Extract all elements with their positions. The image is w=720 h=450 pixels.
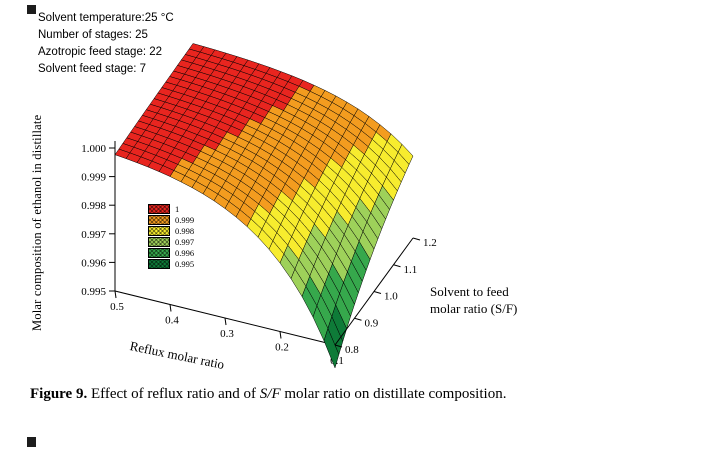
x-tick-label: 0.4 bbox=[165, 315, 179, 327]
legend-label: 0.998 bbox=[175, 225, 195, 236]
legend-color-swatch bbox=[148, 204, 170, 214]
plot-annotations: Solvent temperature:25 °C Number of stag… bbox=[38, 10, 174, 78]
legend-item: 0.996 bbox=[148, 248, 194, 258]
y-tick-label: 0.8 bbox=[345, 344, 359, 356]
legend-item: 0.995 bbox=[148, 259, 194, 269]
annotation-line: Azotropic feed stage: 22 bbox=[38, 46, 163, 58]
y-axis-title-line2: molar ratio (S/F) bbox=[430, 301, 518, 316]
legend-color-swatch bbox=[148, 215, 170, 225]
legend-label: 1 bbox=[175, 203, 180, 214]
annotation-line: Number of stages: 25 bbox=[38, 29, 148, 41]
y-tick-label: 1.0 bbox=[384, 291, 398, 303]
y-tick-label: 1.1 bbox=[404, 264, 418, 276]
legend-item: 0.997 bbox=[148, 237, 194, 247]
caption-text-after: molar ratio on distillate composition. bbox=[280, 386, 507, 402]
legend: 1 0.999 0.998 0.997 0.996 0.995 bbox=[148, 204, 194, 270]
legend-color-swatch bbox=[148, 248, 170, 258]
figure-caption: Figure 9. Effect of reflux ratio and of … bbox=[30, 384, 520, 406]
page-edge-mark-top bbox=[27, 5, 36, 14]
x-tick-label: 0.2 bbox=[275, 342, 289, 354]
x-tick-label: 0.5 bbox=[110, 301, 124, 313]
annotation-line: Solvent temperature:25 °C bbox=[38, 12, 174, 24]
legend-item: 0.999 bbox=[148, 215, 194, 225]
legend-color-swatch bbox=[148, 237, 170, 247]
z-tick-label: 0.995 bbox=[81, 286, 106, 298]
legend-item: 0.998 bbox=[148, 226, 194, 236]
z-tick-label: 1.000 bbox=[81, 143, 106, 155]
x-tick-label: 0.3 bbox=[220, 328, 234, 340]
legend-label: 0.996 bbox=[175, 247, 195, 258]
legend-color-swatch bbox=[148, 226, 170, 236]
y-tick-label: 0.9 bbox=[365, 317, 379, 329]
y-axis-title: Solvent to feed molar ratio (S/F) bbox=[430, 283, 517, 317]
legend-label: 0.995 bbox=[175, 258, 195, 269]
caption-sf-italic: S/F bbox=[259, 386, 281, 402]
caption-text-before: Effect of reflux ratio and of bbox=[87, 386, 260, 402]
y-axis-title-line1: Solvent to feed bbox=[430, 284, 509, 299]
z-tick-label: 0.997 bbox=[81, 229, 106, 241]
figure-caption-label: Figure 9. bbox=[30, 386, 88, 402]
page-edge-mark-bottom bbox=[27, 437, 36, 447]
annotation-line: Solvent feed stage: 7 bbox=[38, 63, 147, 75]
legend-label: 0.997 bbox=[175, 236, 195, 247]
legend-color-swatch bbox=[148, 259, 170, 269]
y-tick-label: 1.2 bbox=[423, 237, 437, 249]
z-tick-label: 0.998 bbox=[81, 200, 106, 212]
legend-item: 1 bbox=[148, 204, 194, 214]
z-tick-label: 0.999 bbox=[81, 172, 106, 184]
z-tick-label: 0.996 bbox=[81, 257, 106, 269]
legend-label: 0.999 bbox=[175, 214, 195, 225]
z-axis: 1.000 0.999 0.998 0.997 0.996 0.995 bbox=[81, 141, 116, 298]
z-axis-title: Molar composition of ethanol in distilla… bbox=[30, 114, 44, 332]
surface-mesh bbox=[114, 43, 414, 369]
y-axis: 0.8 0.9 1.0 1.1 1.2 bbox=[334, 237, 437, 356]
